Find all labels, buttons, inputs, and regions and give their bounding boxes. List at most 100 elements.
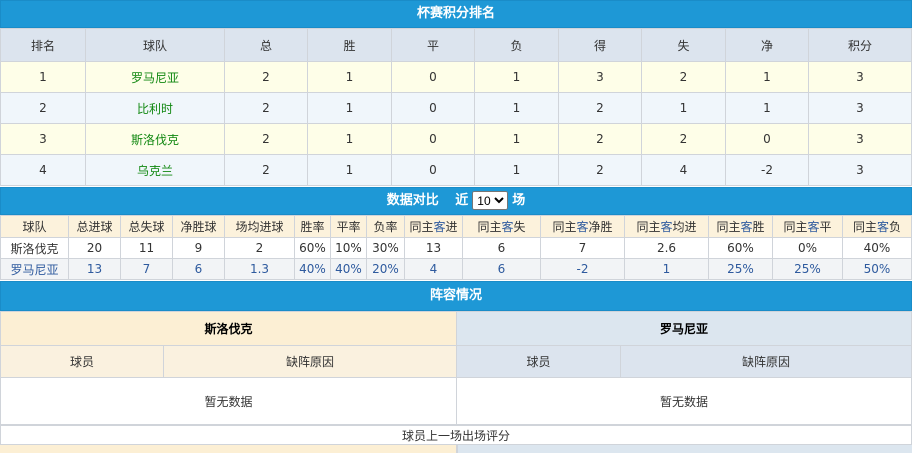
compare-header: 平率 [330, 215, 367, 238]
standings-title: 杯赛积分排名 [0, 0, 912, 28]
compare-cell: 7 [120, 258, 173, 280]
standings-cell: 1 [307, 61, 392, 93]
standings-cell: 1 [307, 123, 392, 155]
compare-header: 同主客负 [842, 215, 912, 238]
compare-header: 净胜球 [172, 215, 225, 238]
compare-cell: 4 [404, 258, 463, 280]
standings-cell: 1 [474, 92, 559, 124]
compare-cell: 40% [842, 237, 912, 259]
standings-header: 得 [558, 28, 642, 62]
standings-cell: 0 [391, 61, 475, 93]
compare-team: 斯洛伐克 [0, 237, 69, 259]
compare-cell: 13 [404, 237, 463, 259]
compare-header: 负率 [366, 215, 405, 238]
compare-cell: 60% [708, 237, 773, 259]
compare-cell: 2.6 [624, 237, 709, 259]
home-player-header: 球员 [0, 345, 164, 378]
compare-table: 球队 总进球 总失球 净胜球 场均进球 胜率 平率 负率 同主客进 同主客失 同主客净胜 同主客均进同… [0, 215, 912, 280]
standings-cell: 0 [391, 154, 475, 186]
standings-cell: 3 [808, 154, 912, 186]
standings-header: 积分 [808, 28, 912, 62]
compare-cell: 7 [540, 237, 625, 259]
compare-cell: 1.3 [224, 258, 295, 280]
standings-cell: 2 [641, 123, 726, 155]
compare-cell: 50% [842, 258, 912, 280]
standings-row: 3 斯洛伐克 2 1 0 1 2 2 0 3 [0, 123, 912, 155]
home-reason-header: 缺阵原因 [162, 345, 458, 378]
standings-cell: 2 [641, 61, 726, 93]
standings-cell: -2 [725, 154, 809, 186]
compare-cell: 25% [708, 258, 773, 280]
compare-cell: 30% [366, 237, 405, 259]
lineup-table: 斯洛伐克 罗马尼亚 球员 缺阵原因 球员 缺阵原因 暂无数据 暂无数据 [0, 311, 912, 425]
compare-cell: 10% [330, 237, 367, 259]
standings-cell: 1 [307, 154, 392, 186]
compare-header: 总进球 [68, 215, 121, 238]
compare-cell: 6 [462, 258, 541, 280]
compare-cell: 11 [120, 237, 173, 259]
standings-cell: 4 [641, 154, 726, 186]
away-no-data: 暂无数据 [456, 377, 912, 425]
compare-cell: 60% [294, 237, 331, 259]
standings-row: 4 乌克兰 2 1 0 1 2 4 -2 3 [0, 154, 912, 186]
standings-header: 球队 [85, 28, 225, 62]
team-link[interactable]: 斯洛伐克 [85, 123, 225, 155]
standings-cell: 0 [391, 92, 475, 124]
away-team-name: 罗马尼亚 [456, 311, 912, 346]
compare-header: 总失球 [120, 215, 173, 238]
team-link[interactable]: 比利时 [85, 92, 225, 124]
compare-cell: 25% [772, 258, 843, 280]
compare-title: 数据对比 [386, 193, 439, 208]
compare-header: 同主客均进 [624, 215, 709, 238]
standings-cell: 2 [558, 92, 642, 124]
standings-cell: 0 [725, 123, 809, 155]
compare-cell: 0% [772, 237, 843, 259]
compare-cell: 13 [68, 258, 121, 280]
compare-cell: 9 [172, 237, 225, 259]
standings-cell: 4 [0, 154, 86, 186]
home-no-data: 暂无数据 [0, 377, 458, 425]
standings-cell: 2 [0, 92, 86, 124]
compare-row: 罗马尼亚 13 7 6 1.3 40% 40% 20% 4 6 -2 1 25% 25% 50% [0, 258, 912, 280]
compare-cell: 20 [68, 237, 121, 259]
standings-cell: 2 [224, 61, 308, 93]
compare-cell: 6 [172, 258, 225, 280]
standings-table: 排名 球队总胜平负得失净积分 1 罗马尼亚 2 1 0 1 3 2 1 3 2 比利时 2 1 0 1 2 1 1 3 3… [0, 28, 912, 186]
standings-cell: 2 [224, 92, 308, 124]
standings-header: 负 [474, 28, 559, 62]
standings-row: 2 比利时 2 1 0 1 2 1 1 3 [0, 92, 912, 124]
compare-cell: 40% [330, 258, 367, 280]
standings-cell: 2 [224, 154, 308, 186]
compare-header: 同主客平 [772, 215, 843, 238]
compare-cell: 40% [294, 258, 331, 280]
compare-header: 场均进球 [224, 215, 295, 238]
compare-header: 同主客进 [404, 215, 463, 238]
compare-cell: 1 [624, 258, 709, 280]
recent-unit: 场 [512, 193, 526, 208]
standings-header: 净 [725, 28, 809, 62]
standings-header: 失 [641, 28, 726, 62]
standings-cell: 1 [641, 92, 726, 124]
standings-cell: 2 [558, 154, 642, 186]
standings-cell: 2 [558, 123, 642, 155]
standings-header: 胜 [307, 28, 392, 62]
player-rating-title: 球员上一场出场评分 [0, 425, 912, 445]
team-link[interactable]: 罗马尼亚 [85, 61, 225, 93]
standings-cell: 1 [474, 61, 559, 93]
compare-team: 罗马尼亚 [0, 258, 69, 280]
standings-cell: 1 [0, 61, 86, 93]
standings-cell: 2 [224, 123, 308, 155]
standings-cell: 1 [474, 123, 559, 155]
standings-cell: 3 [808, 61, 912, 93]
compare-header: 同主客失 [462, 215, 541, 238]
lineup-title: 阵容情况 [0, 281, 912, 311]
compare-title-bar: 数据对比 近 10 场 [0, 187, 912, 215]
recent-games-select[interactable]: 10 [472, 191, 509, 210]
standings-cell: 0 [391, 123, 475, 155]
standings-cell: 1 [725, 92, 809, 124]
team-link[interactable]: 乌克兰 [85, 154, 225, 186]
standings-cell: 1 [725, 61, 809, 93]
standings-header: 排名 [0, 28, 86, 62]
home-team-name: 斯洛伐克 [0, 311, 458, 346]
standings-cell: 3 [558, 61, 642, 93]
